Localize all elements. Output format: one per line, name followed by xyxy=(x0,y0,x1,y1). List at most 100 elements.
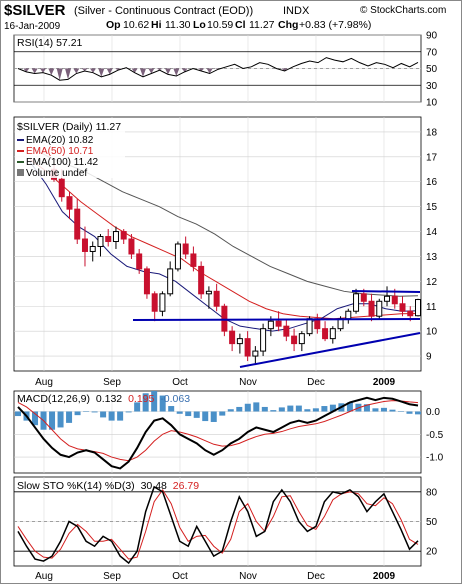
candle-body xyxy=(128,238,135,255)
macd-value: 0.132 xyxy=(96,393,122,405)
candle-body xyxy=(298,333,305,345)
rising-trendline xyxy=(239,332,421,368)
macd-histogram-bar xyxy=(227,409,234,412)
candle-body xyxy=(322,328,329,340)
y-tick-label: -0.5 xyxy=(426,430,444,441)
candle-body xyxy=(167,268,174,295)
macd-histogram-bar xyxy=(210,411,217,422)
x-axis-label: Nov xyxy=(239,571,257,582)
candle-body xyxy=(244,338,251,357)
support-trendline xyxy=(132,318,421,321)
candle-body xyxy=(415,299,421,317)
price-legend-title: $SILVER (Daily) 11.27 xyxy=(17,121,121,133)
open-value: 10.62 xyxy=(123,19,149,31)
candle-body xyxy=(407,310,414,317)
candle-body xyxy=(306,318,313,335)
high-label: Hi xyxy=(151,19,162,31)
macd-y-ticks: 0.0 -0.5 -1.0 xyxy=(426,407,444,464)
candle-body xyxy=(198,265,205,295)
y-tick-label: 0.0 xyxy=(426,407,440,418)
macd-histogram-bar xyxy=(159,395,166,412)
x-axis-label: Dec xyxy=(307,571,325,582)
stochastic-x-labels: Aug Sep Oct Nov Dec 2009 xyxy=(35,571,395,582)
macd-histogram-bar xyxy=(83,411,90,412)
low-label: Lo xyxy=(193,19,206,31)
macd-histogram-bar xyxy=(100,411,107,418)
ema50-legend: EMA(50) 10.71 xyxy=(26,146,94,157)
y-tick-label: 10 xyxy=(426,327,438,338)
macd-histogram-bar xyxy=(372,408,379,412)
ema20-legend: EMA(20) 10.82 xyxy=(26,135,94,146)
candle-body xyxy=(267,320,274,330)
candle-body xyxy=(159,293,166,312)
y-tick-label: 90 xyxy=(426,31,438,42)
macd-histogram-bar xyxy=(32,411,39,426)
macd-histogram-bar xyxy=(312,408,319,412)
volume-legend: Volume undef xyxy=(26,168,87,179)
candle-body xyxy=(143,268,150,295)
change-value: +0.83 (+7.98%) xyxy=(299,19,371,31)
change-label: Chg xyxy=(278,19,298,31)
macd-histogram-bar xyxy=(295,405,302,412)
candle-body xyxy=(384,295,391,302)
candle-body xyxy=(353,293,360,312)
macd-histogram-bar xyxy=(202,411,209,422)
macd-histogram-bar xyxy=(185,411,192,417)
macd-histogram-bar xyxy=(270,410,277,412)
stochastic-y-ticks: 80 50 20 xyxy=(426,487,438,557)
stochastic-panel: Slow STO %K(14) %D(3) 30.48 26.79 80 50 20… xyxy=(13,476,438,582)
macd-histogram-bar xyxy=(244,403,251,412)
macd-legend: MACD(12,26,9) 0.132 0.195 -0.063 xyxy=(17,393,190,405)
candle-body xyxy=(236,338,243,345)
macd-histogram-bar xyxy=(176,411,183,414)
stochastic-d-line xyxy=(17,488,419,560)
candle-body xyxy=(376,300,383,317)
rsi-panel: RSI(14) 57.21 90 70 50 30 10 xyxy=(13,31,438,109)
candle-body xyxy=(329,328,336,340)
y-tick-label: 20 xyxy=(426,547,438,558)
y-tick-label: 80 xyxy=(426,487,438,498)
low-value: 10.59 xyxy=(207,19,233,31)
candle-body xyxy=(391,295,398,305)
macd-histogram-bar xyxy=(415,411,421,415)
candle-body xyxy=(136,253,143,270)
x-axis-label: Nov xyxy=(239,377,257,388)
macd-histogram-bar xyxy=(304,409,311,412)
candle-body xyxy=(151,293,158,312)
legend-box xyxy=(15,118,125,178)
candle-body xyxy=(66,196,73,210)
y-tick-label: 30 xyxy=(426,81,438,92)
macd-histogram-bar xyxy=(261,406,268,412)
macd-histogram-bar xyxy=(346,402,353,412)
x-axis-label: Aug xyxy=(35,377,53,388)
macd-histogram-bar xyxy=(389,409,396,412)
candle-body xyxy=(368,300,375,317)
macd-panel: MACD(12,26,9) 0.132 0.195 -0.063 0.0 -0.5… xyxy=(13,390,444,474)
watermark: © StockCharts.com xyxy=(360,5,446,16)
macd-histogram-bar xyxy=(49,411,56,430)
macd-histogram-bar xyxy=(15,411,21,417)
stochastic-legend-name: Slow STO %K(14) %D(3) xyxy=(17,480,135,492)
y-tick-label: 10 xyxy=(426,98,438,109)
candle-body xyxy=(81,238,88,252)
macd-histogram-bar xyxy=(125,411,132,413)
macd-histogram-bar xyxy=(193,411,200,418)
macd-histogram-bar xyxy=(74,411,81,416)
macd-histogram-bar xyxy=(66,411,73,423)
candle-body xyxy=(174,243,181,270)
candle-body xyxy=(74,208,81,240)
quote-date: 16-Jan-2009 xyxy=(4,21,61,32)
price-legend: $SILVER (Daily) 11.27 EMA(20) 10.82 EMA(… xyxy=(15,118,125,179)
candle-body xyxy=(112,231,119,243)
candle-body xyxy=(291,335,298,345)
stochastic-k-value: 30.48 xyxy=(141,480,167,492)
candle-body xyxy=(58,178,65,198)
rsi-line xyxy=(17,57,419,81)
close-value: 11.27 xyxy=(249,19,275,31)
ema50-line xyxy=(29,158,419,320)
stochastic-k-line xyxy=(17,485,419,565)
y-tick-label: 18 xyxy=(426,127,438,138)
macd-histogram-bar xyxy=(287,405,294,412)
macd-histogram-bar xyxy=(321,406,328,412)
macd-histogram-bar xyxy=(57,411,64,428)
